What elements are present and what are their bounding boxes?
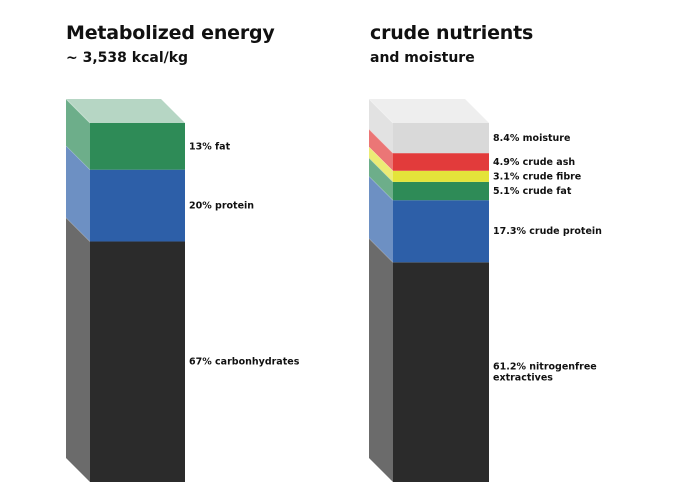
segment-side-face xyxy=(66,217,90,482)
segment-edge xyxy=(65,98,91,124)
segment-side-face xyxy=(369,238,393,482)
column-top-face xyxy=(66,99,185,123)
column-top-face xyxy=(369,99,489,123)
segment-front-face xyxy=(393,153,489,171)
segment-13-fat xyxy=(65,98,185,170)
column-2 xyxy=(368,98,489,482)
label-5-1-crude-fat: 5.1% crude fat xyxy=(493,186,572,197)
segment-front-face xyxy=(393,262,489,482)
label-67-carbonhydrates: 67% carbonhydrates xyxy=(189,357,300,368)
segment-side-face xyxy=(66,99,90,170)
segment-front-face xyxy=(90,123,185,170)
column-1 xyxy=(65,98,185,482)
chart-title-metabolized-energy: Metabolized energy xyxy=(66,22,275,44)
segment-edge xyxy=(368,98,394,124)
chart-title-crude-nutrients: crude nutrients xyxy=(370,22,534,44)
label-3-1-crude-fibre: 3.1% crude fibre xyxy=(493,171,581,182)
segment-side-face xyxy=(369,176,393,263)
segment-front-face xyxy=(393,200,489,263)
segment-67-carbonhydrates xyxy=(65,217,185,482)
segment-side-face xyxy=(66,145,90,242)
label-20-protein: 20% protein xyxy=(189,201,254,212)
segment-8-4-moisture xyxy=(368,98,489,154)
segment-front-face xyxy=(90,241,185,482)
segment-side-face xyxy=(369,146,393,182)
label-8-4-moisture: 8.4% moisture xyxy=(493,133,570,144)
segment-front-face xyxy=(393,181,489,201)
label-17-3-crude-protein: 17.3% crude protein xyxy=(493,226,602,237)
segment-side-face xyxy=(369,99,393,154)
segment-side-face xyxy=(369,157,393,201)
segment-side-face xyxy=(369,129,393,171)
label-13-fat: 13% fat xyxy=(189,141,231,152)
chart-subtitle-energy: ~ 3,538 kcal/kg xyxy=(66,50,189,66)
segment-61-2-nitrogenfree-extractives xyxy=(368,237,489,482)
segment-front-face xyxy=(90,169,185,242)
segment-front-face xyxy=(393,123,489,154)
segment-front-face xyxy=(393,170,489,182)
label-61-2-nitrogenfree-extractives: 61.2% nitrogenfree extractives xyxy=(493,362,597,384)
chart-subtitle-moisture: and moisture xyxy=(370,50,475,66)
label-4-9-crude-ash: 4.9% crude ash xyxy=(493,157,575,168)
